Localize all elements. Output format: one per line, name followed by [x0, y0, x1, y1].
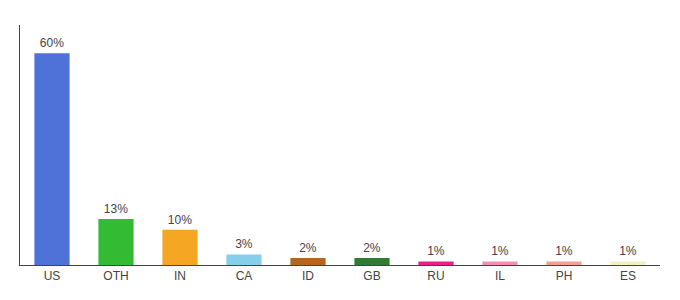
- svg-text:1%: 1%: [619, 244, 637, 258]
- svg-text:1%: 1%: [491, 244, 509, 258]
- svg-text:10%: 10%: [168, 213, 192, 227]
- svg-text:OTH: OTH: [103, 269, 128, 283]
- svg-text:RU: RU: [427, 269, 444, 283]
- svg-text:60%: 60%: [40, 36, 64, 50]
- svg-text:ID: ID: [302, 269, 314, 283]
- svg-text:PH: PH: [556, 269, 573, 283]
- svg-text:1%: 1%: [555, 244, 573, 258]
- svg-text:IN: IN: [174, 269, 186, 283]
- svg-text:1%: 1%: [427, 244, 445, 258]
- svg-text:CA: CA: [236, 269, 253, 283]
- svg-text:2%: 2%: [363, 241, 381, 255]
- svg-text:US: US: [44, 269, 61, 283]
- svg-text:IL: IL: [495, 269, 505, 283]
- svg-text:3%: 3%: [235, 237, 253, 251]
- svg-text:ES: ES: [620, 269, 636, 283]
- svg-text:GB: GB: [363, 269, 380, 283]
- svg-text:2%: 2%: [299, 241, 317, 255]
- svg-text:13%: 13%: [104, 202, 128, 216]
